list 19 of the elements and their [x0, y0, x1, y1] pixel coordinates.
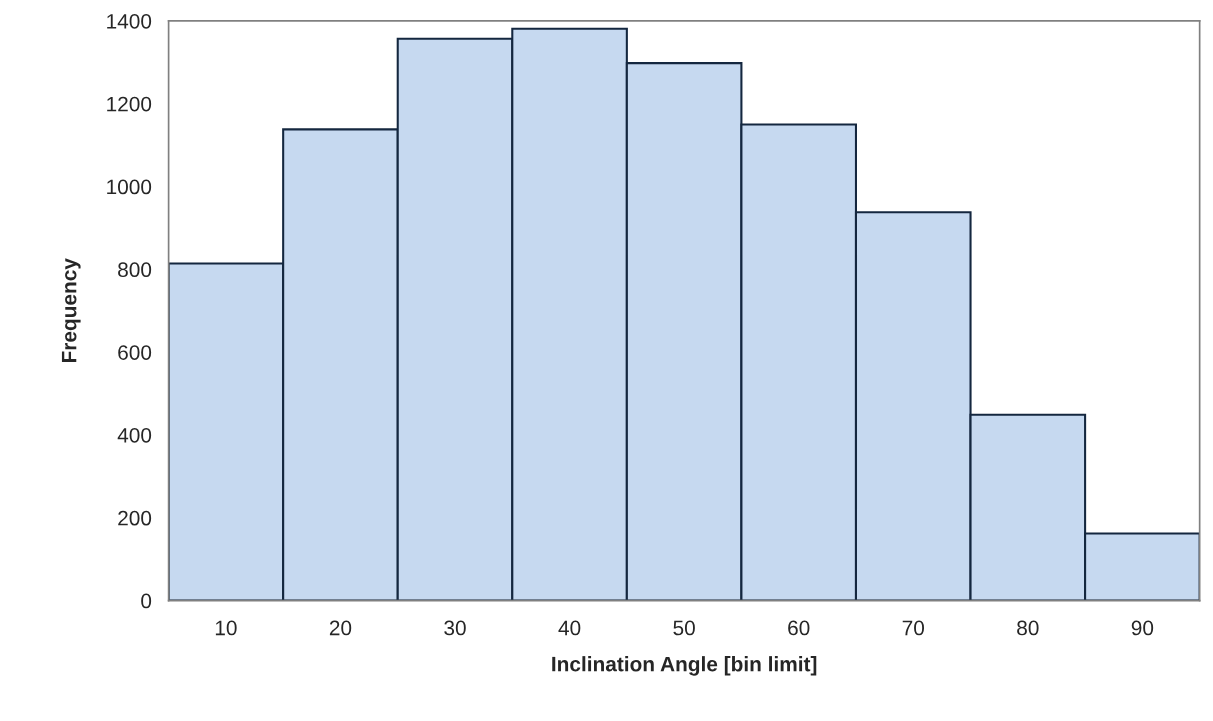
x-tick-label: 30 [444, 620, 466, 636]
x-tick-label: 40 [558, 620, 581, 636]
x-axis-title: Inclination Angle [bin limit] [552, 656, 817, 676]
x-tick-label: 10 [215, 620, 237, 636]
y-tick-label: 200 [118, 510, 152, 526]
x-tick-label: 70 [902, 620, 925, 636]
y-tick-label: 1400 [107, 13, 152, 29]
y-tick-label: 600 [118, 345, 152, 360]
y-tick-label: 400 [117, 427, 152, 443]
x-tick-label: 50 [673, 620, 695, 636]
x-tick-label: 80 [1017, 620, 1039, 636]
y-tick-label: 0 [141, 593, 152, 609]
y-tick-label: 800 [118, 262, 152, 278]
x-tick-label: 20 [329, 620, 352, 636]
y-tick-label: 1200 [107, 96, 152, 112]
x-tick-label: 90 [1131, 620, 1154, 636]
y-tick-label: 1000 [107, 179, 152, 195]
x-tick-label: 60 [788, 620, 810, 636]
y-axis-title: Frequency [61, 258, 81, 363]
